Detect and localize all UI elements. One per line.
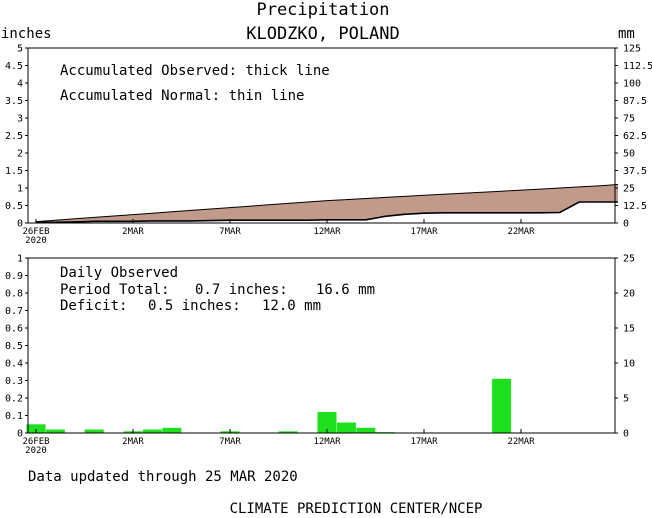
accumulated-left-tick-label: 3.5: [5, 96, 23, 107]
accumulated-right-tick-label: 25: [623, 184, 635, 195]
left-unit-label: inches: [1, 26, 52, 42]
period-total-label: Period Total:: [60, 282, 170, 298]
accumulated-right-tick-label: 50: [623, 149, 635, 160]
daily-x-tick-label: 26FEB: [22, 437, 49, 447]
accumulated-right-tick-label: 0: [623, 219, 629, 230]
accumulated-normal-line: [35, 184, 619, 223]
daily-bar: [278, 431, 298, 434]
daily-bar: [162, 427, 182, 434]
accumulated-left-tick-label: 4: [17, 79, 23, 90]
daily-right-tick-label: 20: [623, 289, 635, 300]
accumulated-right-tick-label: 12.5: [623, 201, 647, 212]
right-unit-label: mm: [618, 26, 635, 42]
daily-right-tick-label: 0: [623, 429, 629, 440]
daily-left-tick-label: 0.5: [5, 341, 23, 352]
daily-x-tick-label: 12MAR: [313, 437, 341, 447]
daily-x-tick-label: 7MAR: [219, 437, 241, 447]
daily-right-tick-label: 15: [623, 324, 635, 335]
daily-left-tick-label: 0.9: [5, 271, 23, 282]
daily-bar: [492, 378, 512, 434]
daily-x-year-label: 2020: [25, 446, 47, 456]
accumulated-left-tick-label: 2: [17, 149, 23, 160]
accumulated-left-tick-label: 0: [17, 219, 23, 230]
accumulated-right-tick-label: 125: [623, 44, 641, 55]
accumulated-right-tick-label: 87.5: [623, 96, 647, 107]
daily-left-tick-label: 0.7: [5, 306, 23, 317]
accumulated-right-y-axis: 0 12.5 25 37.5 50 62.5 75 87.5 100 112.5 125: [615, 44, 652, 230]
daily-bar: [26, 424, 46, 434]
daily-bar: [84, 429, 104, 433]
daily-left-tick-label: 0: [17, 429, 23, 440]
accumulated-x-tick-label: 26FEB: [22, 227, 49, 237]
accumulated-right-tick-label: 37.5: [623, 166, 647, 177]
daily-left-tick-label: 0.4: [5, 359, 23, 370]
daily-left-tick-label: 0.6: [5, 324, 23, 335]
daily-x-tick-label: 22MAR: [507, 437, 535, 447]
daily-panel: 0 0.1 0.2 0.3 0.4 0.5 0.6 0.7 0.8 0.9 1 0 5 10 15 20 25…: [5, 254, 635, 457]
accumulated-x-tick-label: 12MAR: [313, 227, 341, 237]
accumulated-x-tick-label: 7MAR: [219, 227, 241, 237]
daily-bar: [336, 422, 356, 433]
accumulated-right-tick-label: 112.5: [623, 61, 652, 72]
accumulated-right-tick-label: 62.5: [623, 131, 647, 142]
accumulated-left-tick-label: 2.5: [5, 131, 23, 142]
accumulated-left-tick-label: 3: [17, 114, 23, 125]
daily-left-tick-label: 0.3: [5, 376, 23, 387]
daily-left-tick-label: 0.2: [5, 394, 23, 405]
accumulated-left-y-axis: 0 0.5 1 1.5 2 2.5 3 3.5 4 4.5 5: [5, 44, 28, 230]
accumulated-left-tick-label: 5: [17, 44, 23, 55]
daily-bar: [356, 427, 376, 434]
accumulated-right-tick-label: 100: [623, 79, 641, 90]
daily-x-tick-label: 2MAR: [122, 437, 144, 447]
accumulated-left-tick-label: 0.5: [5, 201, 23, 212]
daily-bars: [26, 378, 512, 434]
chart-location: KLODZKO, POLAND: [246, 24, 400, 44]
daily-observed-label: Daily Observed: [60, 265, 178, 281]
daily-right-y-axis: 0 5 10 15 20 25: [615, 254, 635, 440]
daily-left-tick-label: 1: [17, 254, 23, 265]
accumulated-deficit-area: [36, 184, 618, 223]
daily-left-y-axis: 0 0.1 0.2 0.3 0.4 0.5 0.6 0.7 0.8 0.9 1: [5, 254, 28, 440]
deficit-label: Deficit:: [60, 298, 127, 314]
accumulated-x-tick-label: 22MAR: [507, 227, 535, 237]
credit-line: CLIMATE PREDICTION CENTER/NCEP: [230, 501, 483, 517]
period-total-mm: 16.6 mm: [316, 282, 375, 298]
deficit-inches: 0.5 inches:: [148, 298, 241, 314]
daily-left-tick-label: 0.1: [5, 411, 23, 422]
accumulated-panel: 0 0.5 1 1.5 2 2.5 3 3.5 4 4.5 5 0 12.5 25 37.5 50 62.5 7…: [5, 44, 652, 247]
daily-right-tick-label: 25: [623, 254, 635, 265]
daily-left-tick-label: 0.8: [5, 289, 23, 300]
daily-bar: [45, 429, 65, 433]
daily-x-tick-label: 17MAR: [410, 437, 438, 447]
deficit-mm: 12.0 mm: [262, 298, 321, 314]
accumulated-x-year-label: 2020: [25, 236, 47, 246]
accumulated-left-tick-label: 1: [17, 184, 23, 195]
daily-bar: [142, 429, 162, 433]
accumulated-x-tick-label: 2MAR: [122, 227, 144, 237]
data-updated-note: Data updated through 25 MAR 2020: [28, 469, 298, 485]
accumulated-left-tick-label: 1.5: [5, 166, 23, 177]
accumulated-right-tick-label: 75: [623, 114, 635, 125]
daily-right-tick-label: 10: [623, 359, 635, 370]
accumulated-left-tick-label: 4.5: [5, 61, 23, 72]
period-total-inches: 0.7 inches:: [195, 282, 288, 298]
daily-right-tick-label: 5: [623, 394, 629, 405]
accumulated-normal-note: Accumulated Normal: thin line: [60, 88, 304, 104]
accumulated-deficit-fill: [36, 184, 618, 223]
chart-title: Precipitation: [256, 0, 389, 20]
accumulated-observed-note: Accumulated Observed: thick line: [60, 63, 330, 79]
daily-bar: [317, 412, 337, 433]
accumulated-x-tick-label: 17MAR: [410, 227, 438, 237]
